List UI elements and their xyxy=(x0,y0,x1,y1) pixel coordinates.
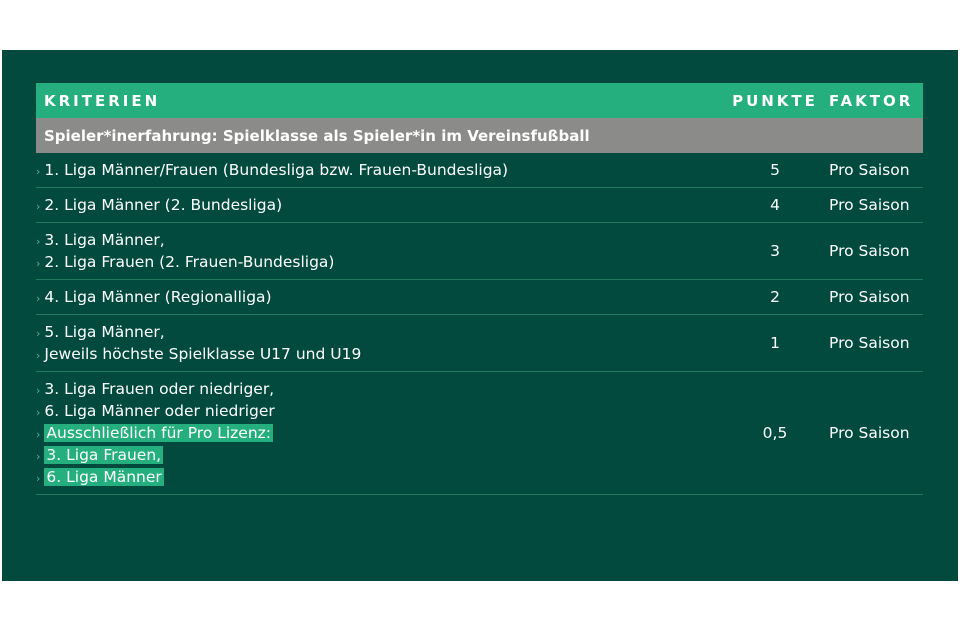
criteria-text: Jeweils höchste Spielklasse U17 und U19 xyxy=(44,345,362,363)
points-cell: 3 xyxy=(770,242,780,260)
chevron-right-icon: › xyxy=(36,450,41,463)
criteria-cell: › 4. Liga Männer (Regionalliga) xyxy=(36,280,729,314)
criteria-line: › 1. Liga Männer/Frauen (Bundesliga bzw. … xyxy=(36,159,729,181)
criteria-line: › 6. Liga Männer xyxy=(36,466,729,488)
points-cell: 4 xyxy=(770,196,780,214)
criteria-table: KRITERIEN PUNKTE FAKTOR Spieler*inerfahr… xyxy=(36,83,923,495)
criteria-line: › 5. Liga Männer, xyxy=(36,321,729,343)
criteria-text: 2. Liga Frauen (2. Frauen-Bundesliga) xyxy=(44,253,335,271)
chevron-right-icon: › xyxy=(36,406,41,419)
header-factor: FAKTOR xyxy=(829,91,914,110)
factor-cell: Pro Saison xyxy=(829,161,910,179)
criteria-line: › Ausschließlich für Pro Lizenz: xyxy=(36,422,729,444)
criteria-text: 6. Liga Männer oder niedriger xyxy=(44,402,275,420)
header-criteria: KRITERIEN xyxy=(44,91,161,110)
criteria-text: 3. Liga Frauen, xyxy=(44,446,164,464)
points-cell: 0,5 xyxy=(762,424,788,442)
table-row: › 3. Liga Frauen oder niedriger, › 6. Liga … xyxy=(36,372,923,495)
table-row: › 4. Liga Männer (Regionalliga) 2 Pro Saiso… xyxy=(36,280,923,315)
criteria-line: › 4. Liga Männer (Regionalliga) xyxy=(36,286,729,308)
criteria-line: › 3. Liga Frauen, xyxy=(36,444,729,466)
points-cell: 5 xyxy=(770,161,780,179)
criteria-cell: › 3. Liga Männer, › 2. Liga Frauen (2. Frau… xyxy=(36,223,729,279)
points-cell: 1 xyxy=(770,334,780,352)
criteria-text: 6. Liga Männer xyxy=(44,468,164,486)
section-row: Spieler*inerfahrung: Spielklasse als Spi… xyxy=(36,118,923,153)
criteria-text: 4. Liga Männer (Regionalliga) xyxy=(44,288,272,306)
criteria-line: › 2. Liga Männer (2. Bundesliga) xyxy=(36,194,729,216)
criteria-line: › 6. Liga Männer oder niedriger xyxy=(36,400,729,422)
criteria-line: › 2. Liga Frauen (2. Frauen-Bundesliga) xyxy=(36,251,729,273)
chevron-right-icon: › xyxy=(36,472,41,485)
table-row: › 5. Liga Männer, › Jeweils höchste Spielkl… xyxy=(36,315,923,372)
chevron-right-icon: › xyxy=(36,257,41,270)
criteria-text: 2. Liga Männer (2. Bundesliga) xyxy=(44,196,283,214)
table-row: › 3. Liga Männer, › 2. Liga Frauen (2. Frau… xyxy=(36,223,923,280)
table-row: › 2. Liga Männer (2. Bundesliga) 4 Pro Sais… xyxy=(36,188,923,223)
chevron-right-icon: › xyxy=(36,292,41,305)
criteria-line: › Jeweils höchste Spielklasse U17 und U19 xyxy=(36,343,729,365)
chevron-right-icon: › xyxy=(36,200,41,213)
criteria-text: 1. Liga Männer/Frauen (Bundesliga bzw. F… xyxy=(44,161,509,179)
chevron-right-icon: › xyxy=(36,235,41,248)
chevron-right-icon: › xyxy=(36,327,41,340)
criteria-text: Ausschließlich für Pro Lizenz: xyxy=(44,424,274,442)
content-panel: KRITERIEN PUNKTE FAKTOR Spieler*inerfahr… xyxy=(2,50,958,581)
section-title: Spieler*inerfahrung: Spielklasse als Spi… xyxy=(44,126,590,145)
table-header: KRITERIEN PUNKTE FAKTOR xyxy=(36,83,923,118)
table-row: › 1. Liga Männer/Frauen (Bundesliga bzw. … xyxy=(36,153,923,188)
criteria-cell: › 5. Liga Männer, › Jeweils höchste Spielkl… xyxy=(36,315,729,371)
criteria-line: › 3. Liga Männer, xyxy=(36,229,729,251)
criteria-text: 5. Liga Männer, xyxy=(44,323,165,341)
criteria-line: › 3. Liga Frauen oder niedriger, xyxy=(36,378,729,400)
criteria-cell: › 2. Liga Männer (2. Bundesliga) xyxy=(36,188,729,222)
factor-cell: Pro Saison xyxy=(829,334,910,352)
chevron-right-icon: › xyxy=(36,165,41,178)
chevron-right-icon: › xyxy=(36,428,41,441)
factor-cell: Pro Saison xyxy=(829,288,910,306)
criteria-text: 3. Liga Männer, xyxy=(44,231,165,249)
factor-cell: Pro Saison xyxy=(829,424,910,442)
points-cell: 2 xyxy=(770,288,780,306)
factor-cell: Pro Saison xyxy=(829,242,910,260)
criteria-text: 3. Liga Frauen oder niedriger, xyxy=(44,380,275,398)
header-points: PUNKTE xyxy=(732,91,818,110)
chevron-right-icon: › xyxy=(36,384,41,397)
table-body: › 1. Liga Männer/Frauen (Bundesliga bzw. … xyxy=(36,153,923,495)
criteria-cell: › 3. Liga Frauen oder niedriger, › 6. Liga … xyxy=(36,372,729,494)
factor-cell: Pro Saison xyxy=(829,196,910,214)
criteria-cell: › 1. Liga Männer/Frauen (Bundesliga bzw. … xyxy=(36,153,729,187)
chevron-right-icon: › xyxy=(36,349,41,362)
